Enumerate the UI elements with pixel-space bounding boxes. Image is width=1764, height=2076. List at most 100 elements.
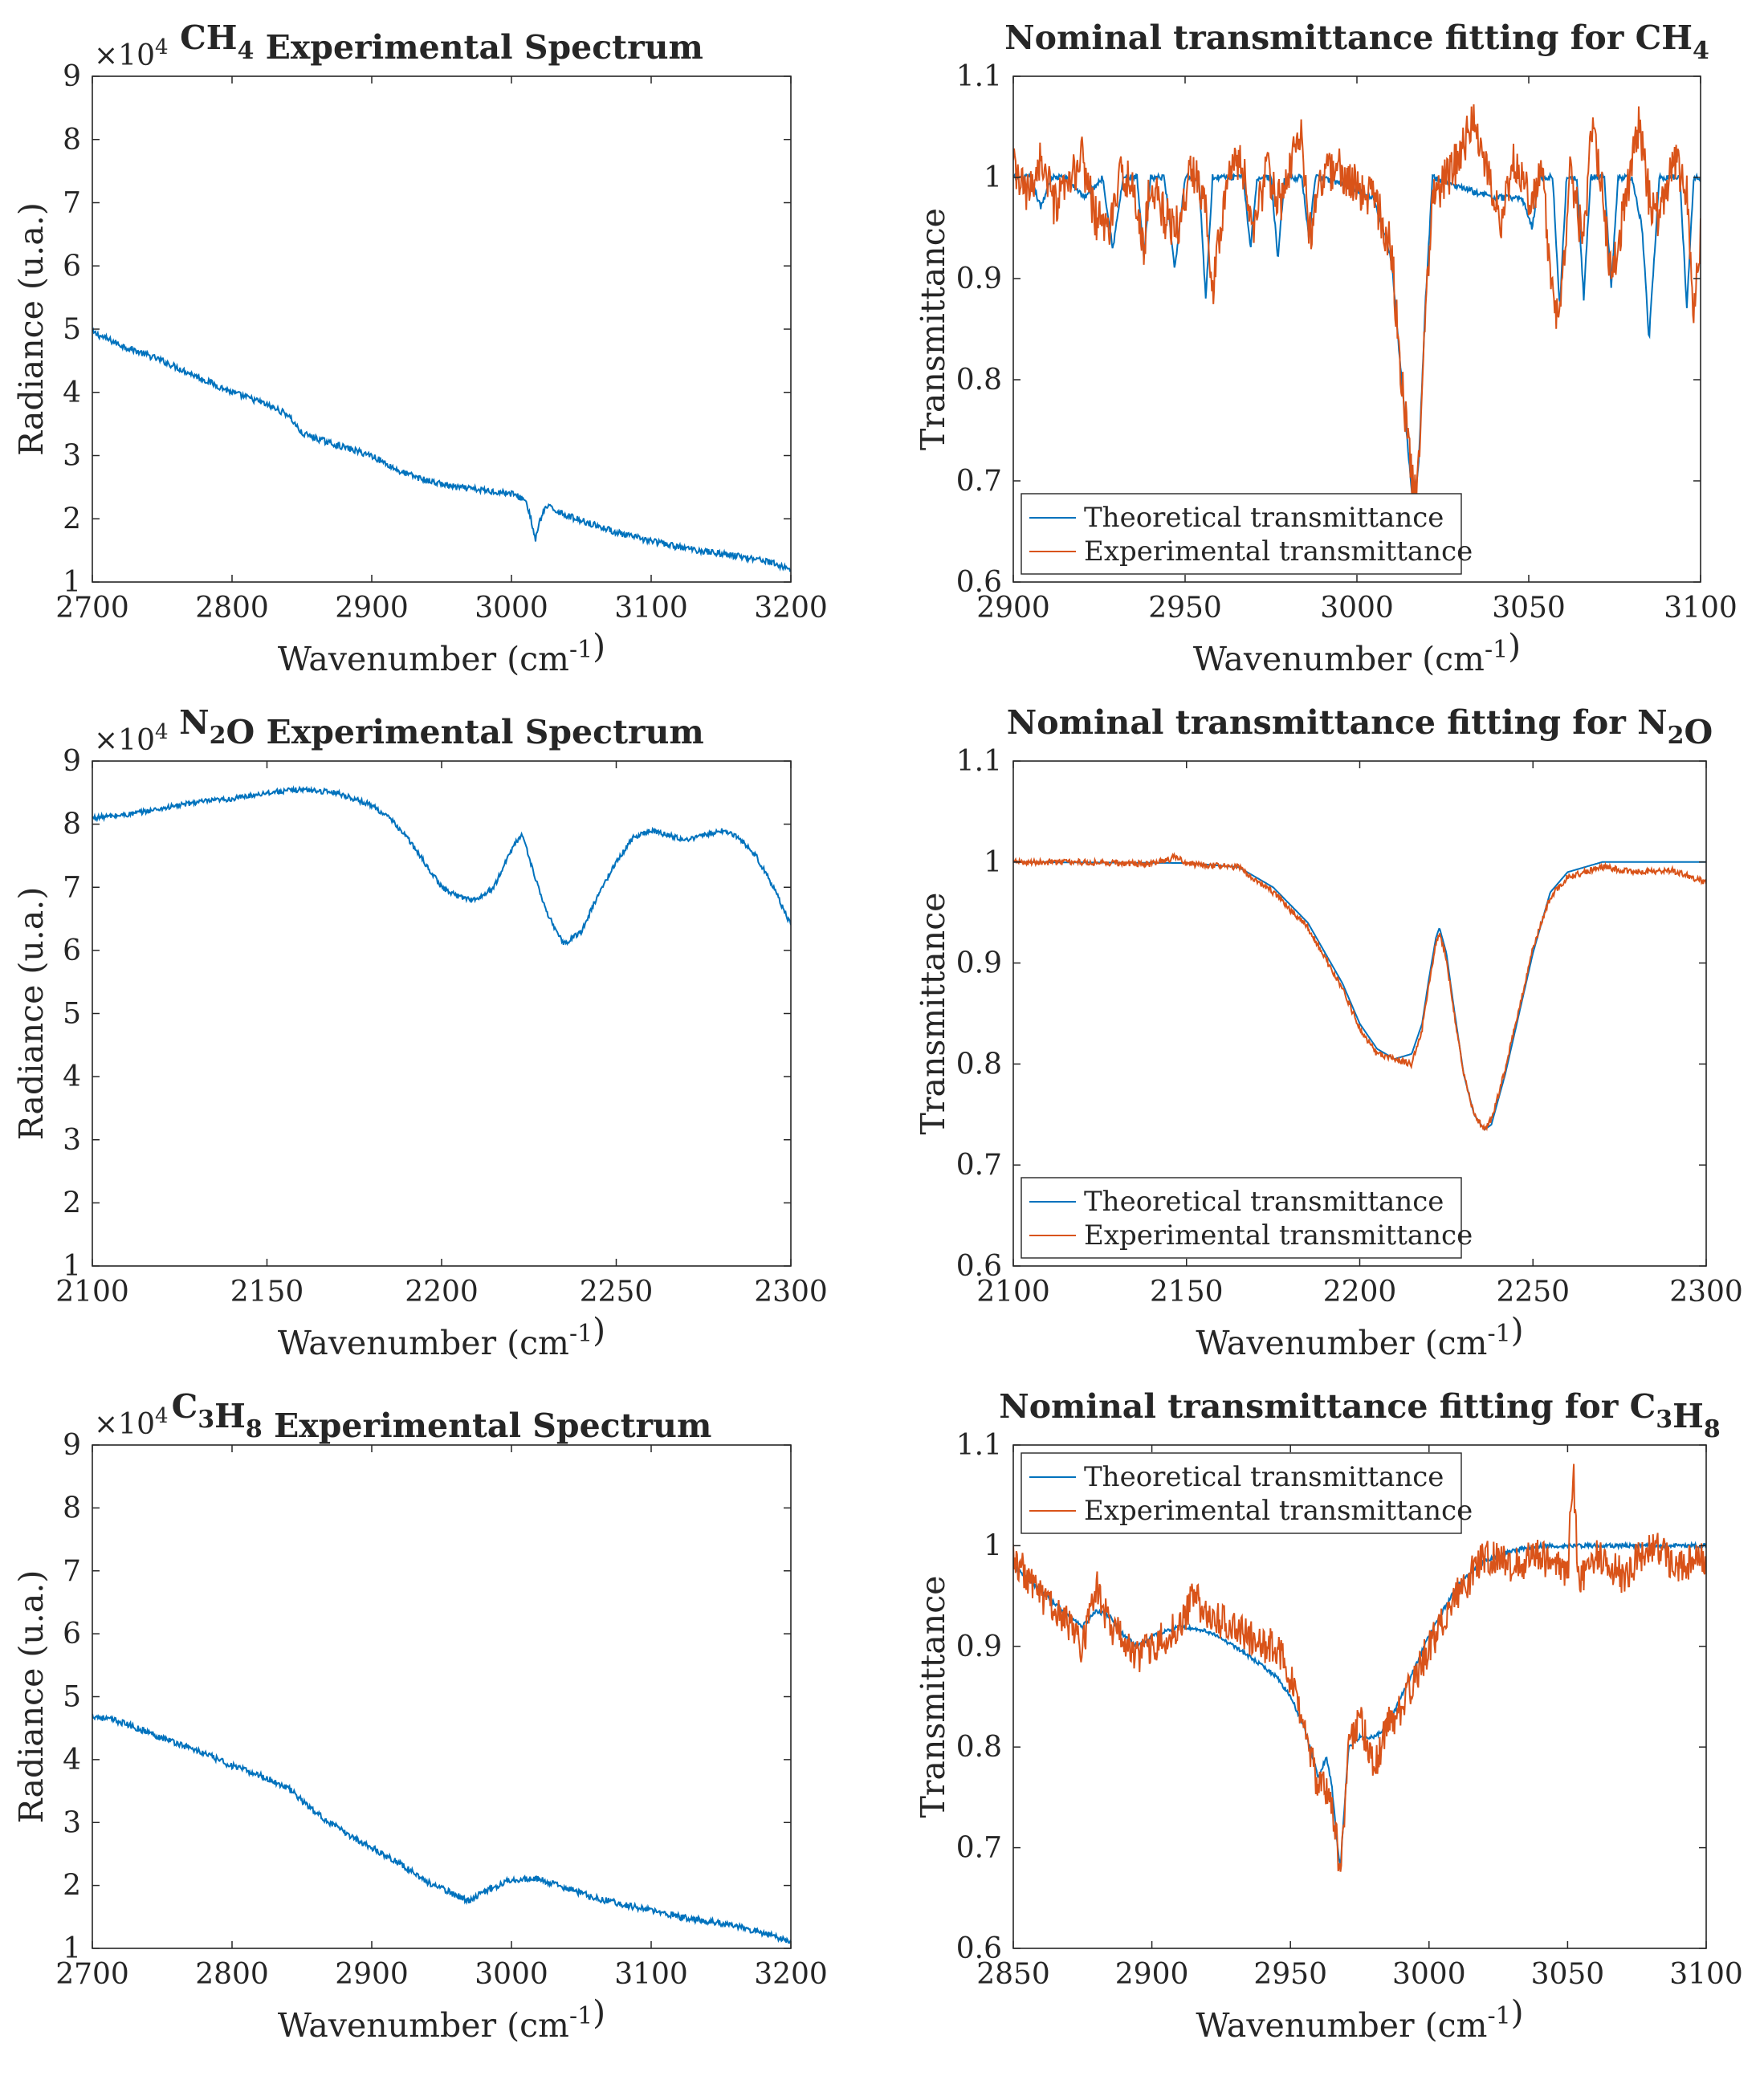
y-tick-label: 8 [63, 124, 81, 157]
x-axis-label: Wavenumber (cm-1) [1193, 627, 1521, 678]
legend-box [1021, 493, 1462, 575]
y-exponent-label: ×104 [94, 1404, 169, 1441]
x-tick-label: 3000 [1320, 592, 1394, 625]
chart-n2o-fit: 2100 2150 2200 2250 2300 0.6 0.7 0.8 0.9 1 1.1Nomi… [914, 703, 1743, 1362]
x-axis-label: Wavenumber (cm-1) [278, 1311, 605, 1362]
y-tick-label: 5 [63, 1681, 81, 1714]
y-tick-label: 8 [63, 1492, 81, 1524]
series-line-radiance [92, 327, 791, 572]
y-tick-label: 4 [63, 1744, 81, 1777]
x-tick-label: 2150 [1150, 1276, 1224, 1309]
x-tick-label: 3100 [614, 592, 688, 625]
y-tick-label: 4 [63, 1060, 81, 1093]
x-tick-label: 2200 [405, 1276, 479, 1309]
y-axis-label: Radiance (u.a.) [12, 1570, 51, 1824]
x-tick-label: 3200 [754, 1958, 828, 1991]
series-line-experimental-transmittance [1013, 1463, 1706, 1872]
x-axis-label: Wavenumber (cm-1) [1196, 1993, 1523, 2045]
x-axis-label: Wavenumber (cm-1) [278, 627, 605, 678]
series-line-radiance [92, 1713, 791, 1944]
plot-area [92, 761, 791, 1266]
y-tick-label: 0.9 [956, 947, 1002, 980]
y-tick-label: 3 [63, 1806, 81, 1839]
x-tick-label: 2100 [976, 1276, 1050, 1309]
x-tick-label: 2950 [1148, 592, 1222, 625]
y-tick-label: 6 [63, 934, 81, 967]
x-tick-label: 3000 [475, 592, 548, 625]
y-tick-label: 0.7 [956, 1149, 1002, 1182]
y-tick-label: 1.1 [956, 60, 1002, 93]
y-tick-label: 1 [984, 161, 1002, 194]
y-tick-label: 2 [63, 503, 81, 535]
y-tick-label: 1 [63, 566, 81, 599]
y-tick-label: 7 [63, 871, 81, 904]
y-tick-label: 1 [63, 1932, 81, 1965]
x-tick-label: 3050 [1492, 592, 1566, 625]
x-tick-label: 2200 [1323, 1276, 1397, 1309]
y-tick-label: 4 [63, 377, 81, 409]
legend-entry: Experimental transmittance [1084, 1495, 1473, 1527]
x-axis-label: Wavenumber (cm-1) [278, 1993, 605, 2045]
x-tick-label: 3100 [1669, 1958, 1743, 1991]
legend-entry: Experimental transmittance [1084, 535, 1473, 568]
y-tick-label: 0.6 [956, 1250, 1002, 1283]
x-tick-label: 3050 [1531, 1958, 1605, 1991]
y-tick-label: 7 [63, 1555, 81, 1588]
x-tick-label: 3100 [614, 1958, 688, 1991]
y-tick-label: 6 [63, 250, 81, 283]
x-axis-label: Wavenumber (cm-1) [1196, 1311, 1523, 1362]
legend-entry: Theoretical transmittance [1084, 502, 1444, 534]
chart-title: C3H8 Experimental Spectrum [172, 1387, 712, 1445]
plot-area [92, 76, 791, 582]
y-tick-label: 5 [63, 998, 81, 1031]
y-axis-label: Transmittance [914, 208, 952, 450]
legend-box [1021, 1452, 1462, 1534]
x-tick-label: 2300 [754, 1276, 828, 1309]
y-tick-label: 1 [984, 846, 1002, 879]
x-tick-label: 2250 [580, 1276, 654, 1309]
legend-box [1021, 1177, 1462, 1259]
y-axis-label: Transmittance [914, 1576, 952, 1818]
y-tick-label: 1 [984, 1529, 1002, 1562]
chart-title: Nominal transmittance fitting for CH4 [1004, 18, 1709, 65]
y-tick-label: 0.7 [956, 465, 1002, 498]
chart-title: CH4 Experimental Spectrum [180, 18, 703, 67]
chart-title: Nominal transmittance fitting for C3H8 [999, 1387, 1721, 1443]
x-tick-label: 2700 [55, 1958, 129, 1991]
chart-c3h8-spectrum: 2700 2800 2900 3000 3100 3200 1 2 3 4 5 6 7 8 9 ×104 C3H… [12, 1387, 828, 2045]
chart-title: Nominal transmittance fitting for N2O [1007, 703, 1713, 751]
legend-entry: Experimental transmittance [1084, 1219, 1473, 1252]
y-tick-label: 1 [63, 1250, 81, 1283]
y-tick-label: 0.8 [956, 1731, 1002, 1764]
y-exponent-label: ×104 [94, 35, 169, 72]
x-tick-label: 2100 [55, 1276, 129, 1309]
chart-ch4-spectrum: 2700 2800 2900 3000 3100 3200 1 2 3 4 5 6 7 8 9 ×104 CH4… [12, 18, 828, 678]
x-tick-label: 2300 [1669, 1276, 1743, 1309]
y-axis-label: Transmittance [914, 893, 952, 1135]
x-tick-label: 2250 [1496, 1276, 1570, 1309]
chart-n2o-spectrum: 2100 2150 2200 2250 2300 1 2 3 4 5 6 7 8 9 ×104 N2O Exp… [12, 703, 828, 1362]
y-tick-label: 8 [63, 808, 81, 841]
x-tick-label: 2850 [976, 1958, 1050, 1991]
chart-ch4-fit: 2900 2950 3000 3050 3100 0.6 0.7 0.8 0.9 1 1.1Nomi… [914, 18, 1738, 678]
x-tick-label: 3000 [475, 1958, 548, 1991]
y-tick-label: 1.1 [956, 745, 1002, 778]
y-exponent-label: ×104 [94, 720, 169, 757]
x-tick-label: 2800 [195, 1958, 269, 1991]
x-tick-label: 3000 [1392, 1958, 1466, 1991]
x-tick-label: 3200 [754, 592, 828, 625]
chart-title: N2O Experimental Spectrum [179, 703, 704, 751]
x-tick-label: 2800 [195, 592, 269, 625]
axes-box [1012, 1444, 1707, 1949]
y-axis-label: Radiance (u.a.) [12, 202, 51, 456]
x-tick-label: 2900 [335, 592, 409, 625]
y-tick-label: 3 [63, 1124, 81, 1157]
y-tick-label: 0.9 [956, 1630, 1002, 1663]
y-tick-label: 7 [63, 187, 81, 220]
legend-entry: Theoretical transmittance [1084, 1461, 1444, 1493]
series-line-experimental-transmittance [1013, 852, 1706, 1132]
y-tick-label: 0.6 [956, 566, 1002, 599]
legend-entry: Theoretical transmittance [1084, 1186, 1444, 1218]
